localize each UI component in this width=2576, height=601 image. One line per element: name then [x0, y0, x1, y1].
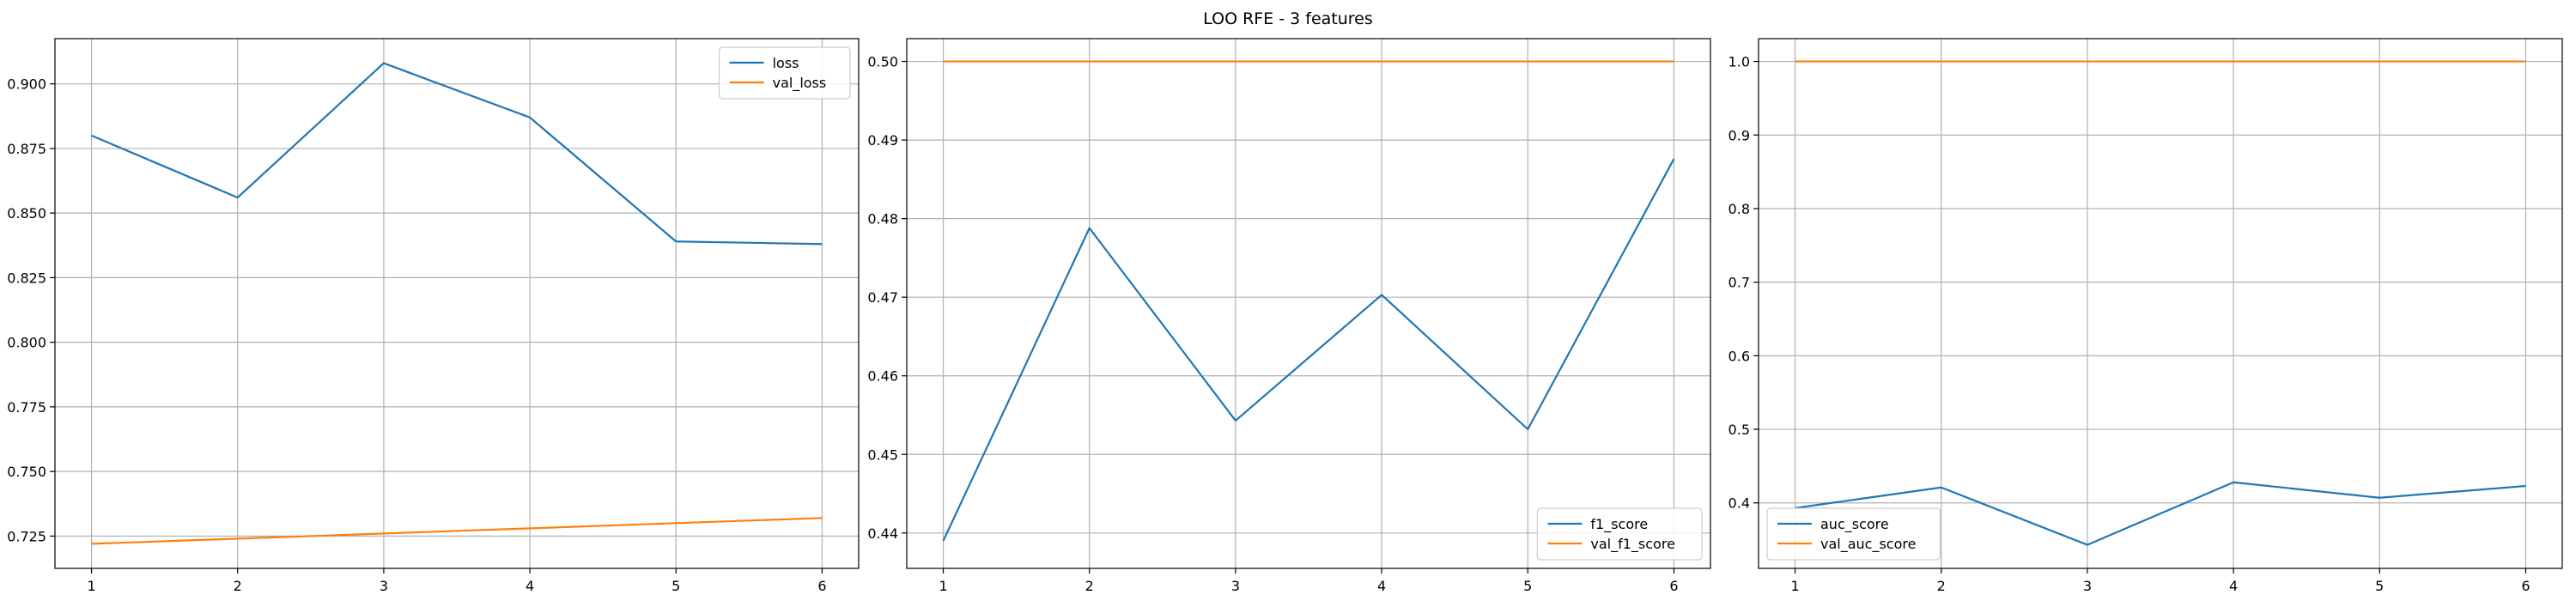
series-line-f1-score [942, 158, 1675, 542]
x-tick-label: 4 [1377, 578, 1386, 594]
y-tick-label: 0.800 [7, 335, 46, 351]
x-tick-label: 3 [2083, 578, 2092, 594]
legend-label: val_f1_score [1590, 536, 1675, 553]
legend-label: val_loss [773, 75, 827, 92]
series-group [91, 62, 823, 545]
x-tick-label: 6 [1669, 578, 1678, 594]
x-tick-label: 5 [1523, 578, 1532, 594]
x-tick-label: 1 [1790, 578, 1799, 594]
y-axis: 0.4 0.5 0.6 0.7 0.8 0.9 1.0 [1728, 54, 1759, 512]
y-tick-label: 0.44 [867, 525, 898, 542]
x-tick-label: 3 [1231, 578, 1240, 594]
x-tick-label: 3 [380, 578, 388, 594]
y-tick-label: 0.46 [867, 368, 898, 385]
y-tick-label: 0.6 [1728, 348, 1750, 364]
x-axis: 1 2 3 4 5 6 [939, 568, 1679, 594]
y-tick-label: 0.750 [7, 464, 46, 480]
x-tick-label: 6 [2521, 578, 2530, 594]
series-line-auc-score [1795, 481, 2526, 546]
subplot-1: 1 2 3 4 5 6 0.725 0.750 0.775 0.800 0.825 0.850 0.87… [7, 38, 860, 594]
legend-label: loss [773, 55, 799, 71]
series-line-loss [91, 62, 823, 246]
plot-frame [1758, 38, 2563, 569]
y-tick-label: 0.47 [867, 289, 898, 306]
y-tick-label: 0.48 [867, 211, 898, 228]
plot-frame [906, 38, 1711, 569]
y-tick-label: 0.900 [7, 76, 46, 93]
y-tick-label: 0.9 [1728, 127, 1750, 143]
series-line-val-loss [91, 517, 823, 545]
x-tick-label: 5 [2375, 578, 2384, 594]
y-tick-label: 0.50 [867, 54, 898, 70]
legend: loss val_loss [718, 46, 851, 100]
y-tick-label: 0.5 [1728, 422, 1750, 438]
x-axis: 1 2 3 4 5 6 [87, 568, 827, 594]
legend-box [1766, 507, 1941, 561]
y-axis: 0.44 0.45 0.46 0.47 0.48 0.49 0.50 [867, 54, 907, 542]
plot-frame [54, 38, 860, 569]
y-tick-label: 0.850 [7, 205, 46, 222]
subplot-3: 1 2 3 4 5 6 0.4 0.5 0.6 0.7 0.8 0.9 1.0 auc_score val_… [1728, 38, 2563, 594]
y-tick-label: 0.775 [7, 399, 46, 416]
x-tick-label: 1 [939, 578, 947, 594]
plot-area [907, 39, 1710, 568]
legend-box [718, 46, 851, 100]
y-tick-label: 0.4 [1728, 495, 1750, 512]
x-axis: 1 2 3 4 5 6 [1790, 568, 2530, 594]
y-tick-label: 0.725 [7, 528, 46, 544]
x-tick-label: 6 [817, 578, 826, 594]
y-tick-label: 0.45 [867, 446, 898, 463]
figure-title: LOO RFE - 3 features [1203, 9, 1373, 28]
x-tick-label: 5 [671, 578, 680, 594]
legend-box [1536, 507, 1703, 561]
legend-label: f1_score [1590, 516, 1648, 533]
plot-area [55, 39, 859, 568]
legend-label: val_auc_score [1820, 536, 1916, 553]
plot-area [1759, 39, 2562, 568]
y-tick-label: 1.0 [1728, 54, 1750, 70]
legend: f1_score val_f1_score [1536, 507, 1703, 561]
legend-label: auc_score [1820, 516, 1889, 533]
y-tick-label: 0.49 [867, 132, 898, 149]
y-axis: 0.725 0.750 0.775 0.800 0.825 0.850 0.875 0.900 [7, 76, 55, 544]
series-group [942, 60, 1675, 542]
subplot-2: 1 2 3 4 5 6 0.44 0.45 0.46 0.47 0.48 0.49 0.50 f1_sco… [867, 38, 1711, 594]
y-tick-label: 0.8 [1728, 201, 1750, 217]
x-tick-label: 1 [87, 578, 95, 594]
x-tick-label: 2 [1937, 578, 1946, 594]
series-group [1795, 60, 2526, 546]
legend: auc_score val_auc_score [1766, 507, 1941, 561]
y-tick-label: 0.825 [7, 270, 46, 286]
grid [907, 39, 1710, 568]
x-tick-label: 2 [1085, 578, 1094, 594]
y-tick-label: 0.875 [7, 141, 46, 157]
x-tick-label: 2 [234, 578, 242, 594]
x-tick-label: 4 [526, 578, 534, 594]
y-tick-label: 0.7 [1728, 275, 1750, 291]
x-tick-label: 4 [2229, 578, 2238, 594]
